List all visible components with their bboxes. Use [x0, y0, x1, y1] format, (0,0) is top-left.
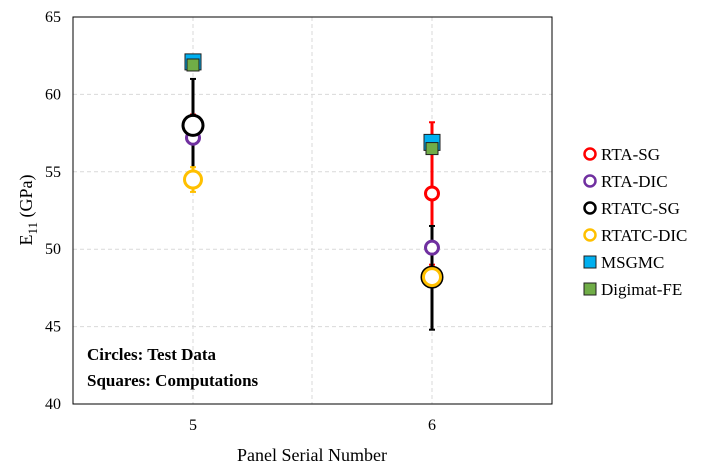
y-tick-label: 40	[45, 396, 61, 413]
x-tick-label: 5	[189, 417, 197, 434]
data-point	[183, 169, 203, 190]
y-tick-label: 60	[45, 86, 61, 103]
legend-marker	[583, 282, 597, 296]
y-tick-label: 50	[45, 241, 61, 258]
y-tick-label: 65	[45, 9, 61, 26]
legend-marker	[583, 147, 597, 161]
y-tick-labels: 40 45 50 55 60 65	[45, 9, 61, 413]
x-tick-label: 6	[428, 417, 436, 434]
y-tick-label: 55	[45, 164, 61, 181]
legend-label: RTA-DIC	[601, 172, 668, 191]
data-point	[424, 185, 440, 202]
legend-marker	[583, 255, 597, 269]
legend-label: RTATC-SG	[601, 199, 680, 218]
data-point	[425, 142, 439, 156]
markers	[181, 53, 444, 289]
legend-marker	[583, 174, 597, 188]
legend-label: RTATC-DIC	[601, 226, 687, 245]
data-point	[424, 239, 440, 256]
data-point	[181, 113, 205, 137]
annotation-squares: Squares: Computations	[87, 371, 259, 390]
data-point	[186, 58, 200, 72]
legend-marker	[583, 228, 597, 242]
x-axis-label: Panel Serial Number	[237, 445, 387, 465]
legend-marker	[583, 201, 597, 215]
legend-label: MSGMC	[601, 253, 664, 272]
plot-area	[72, 16, 553, 405]
y-tick-label: 45	[45, 319, 61, 336]
legend-label: RTA-SG	[601, 145, 660, 164]
y-axis-label: E11 (GPa)	[16, 174, 40, 245]
data-point	[422, 267, 442, 288]
legend: RTA-SG RTA-DIC RTATC-SG RTATC-DIC MSGMC Digim…	[583, 145, 687, 299]
annotation-circles: Circles: Test Data	[87, 345, 217, 364]
legend-label: Digimat-FE	[601, 280, 682, 299]
